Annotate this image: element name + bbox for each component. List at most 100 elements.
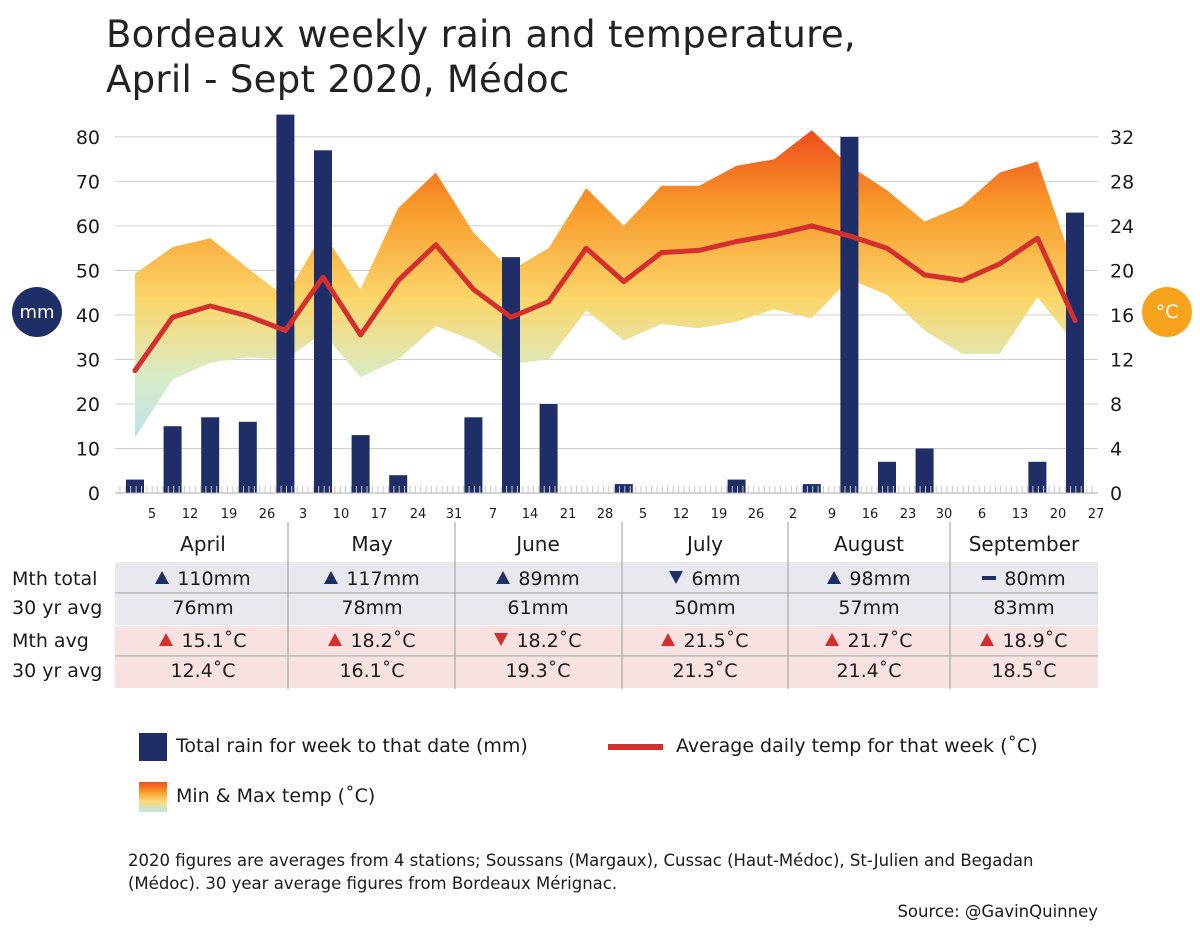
y-left-tick-label: 80 [76, 127, 100, 149]
cell-value: 6mm [691, 568, 741, 590]
down-triangle-icon [494, 633, 509, 646]
x-tick-label: 12 [673, 507, 690, 522]
cell-rain-30yr: 83mm [993, 597, 1055, 619]
month-header: August [834, 532, 904, 556]
cell-value: 15.1˚C [181, 630, 247, 652]
row-label-mth-total: Mth total [12, 568, 98, 590]
month-header: June [516, 532, 560, 556]
month-header: May [351, 532, 393, 556]
y-right-tick-label: 20 [1110, 260, 1134, 282]
legend-rain-swatch [139, 733, 167, 761]
dash-icon [982, 576, 997, 580]
title-line-2: April - Sept 2020, Médoc [106, 58, 570, 101]
cell-value: 18.2˚C [516, 630, 582, 652]
cell-temp-30yr: 16.1˚C [339, 660, 405, 682]
table-lines [115, 522, 1098, 689]
cell-value: 21.7˚C [847, 630, 913, 652]
month-header: April [180, 532, 226, 556]
y-right-tick-label: 24 [1110, 216, 1134, 238]
x-tick-label: 31 [446, 507, 463, 522]
y-left-tick-label: 60 [76, 216, 100, 238]
x-tick-label: 19 [221, 507, 238, 522]
rain-bars-layer [126, 114, 1084, 494]
cell-rain-30yr: 78mm [341, 597, 403, 619]
month-header: July [687, 532, 723, 556]
avg-temp-line [132, 223, 1078, 374]
x-tick-label: 27 [1088, 507, 1105, 522]
mm-axis-badge: mm [12, 287, 62, 337]
cell-mth-total: 110mm [123, 568, 283, 590]
row-label-temp-30yr: 30 yr avg [12, 660, 103, 682]
cell-value: 98mm [849, 568, 911, 590]
x-tick-label: 2 [789, 507, 797, 522]
up-triangle-icon [827, 571, 842, 584]
up-triangle-icon [661, 633, 676, 646]
legend-line-swatch [608, 744, 663, 750]
cell-mth-total: 80mm [944, 568, 1104, 590]
cell-value: 18.9˚C [1002, 630, 1068, 652]
cell-value: 21.5˚C [683, 630, 749, 652]
cell-value: 89mm [518, 568, 580, 590]
cell-temp-30yr: 19.3˚C [505, 660, 571, 682]
min-max-temp-band [135, 130, 1075, 438]
x-tick-label: 17 [371, 507, 388, 522]
y-right-tick-label: 4 [1110, 438, 1122, 460]
cell-mth-total: 6mm [625, 568, 785, 590]
rain-bar [502, 257, 520, 493]
up-triangle-icon [155, 571, 170, 584]
up-triangle-icon [825, 633, 840, 646]
title-line-1: Bordeaux weekly rain and temperature, [106, 13, 856, 56]
rain-bar [802, 484, 821, 493]
rain-bar [1066, 212, 1084, 493]
cell-temp-30yr: 12.4˚C [170, 660, 236, 682]
cell-mth-total: 117mm [292, 568, 452, 590]
y-right-tick-label: 32 [1110, 127, 1134, 149]
cell-rain-30yr: 57mm [838, 597, 900, 619]
x-tick-label: 3 [299, 507, 307, 522]
row-label-rain-30yr: 30 yr avg [12, 597, 103, 619]
cell-mth-avg: 21.7˚C [789, 630, 949, 652]
x-tick-label: 12 [182, 507, 199, 522]
rain-bar [163, 426, 182, 493]
cell-temp-30yr: 18.5˚C [991, 660, 1057, 682]
x-tick-label: 20 [1050, 507, 1067, 522]
cell-value: 110mm [177, 568, 251, 590]
avg-temp-line-layer [132, 223, 1078, 374]
legend-rain-label: Total rain for week to that date (mm) [176, 735, 528, 757]
rain-bar [878, 461, 896, 493]
rain-bar [539, 404, 558, 493]
y-right-tick-label: 8 [1110, 394, 1122, 416]
x-tick-label: 6 [978, 507, 986, 522]
x-tick-label: 19 [711, 507, 728, 522]
chart-title: Bordeaux weekly rain and temperature, Ap… [106, 12, 1006, 102]
x-tick-label: 28 [597, 507, 614, 522]
celsius-axis-badge: °C [1142, 287, 1192, 337]
cell-mth-total: 89mm [458, 568, 618, 590]
legend-shapes [139, 733, 663, 812]
up-triangle-icon [159, 633, 174, 646]
cell-rain-30yr: 76mm [172, 597, 234, 619]
cell-rain-30yr: 61mm [507, 597, 569, 619]
source-credit: Source: @GavinQuinney [897, 902, 1098, 921]
rain-bar [614, 484, 633, 493]
y-left-tick-label: 0 [88, 483, 100, 505]
cell-temp-30yr: 21.4˚C [836, 660, 902, 682]
down-triangle-icon [669, 571, 684, 584]
x-tick-label: 7 [489, 507, 497, 522]
footnote: 2020 figures are averages from 4 station… [128, 851, 1034, 893]
x-tick-label: 9 [828, 507, 836, 522]
y-left-tick-label: 20 [76, 394, 100, 416]
cell-value: 80mm [1004, 568, 1066, 590]
cell-value: 117mm [346, 568, 420, 590]
cell-temp-30yr: 21.3˚C [672, 660, 738, 682]
cell-mth-avg: 18.2˚C [292, 630, 452, 652]
rain-bar [1028, 461, 1047, 493]
cell-mth-total: 98mm [789, 568, 949, 590]
y-right-tick-label: 0 [1110, 483, 1122, 505]
legend-band-label: Min & Max temp (˚C) [176, 785, 376, 807]
y-left-tick-label: 70 [76, 171, 100, 193]
cell-mth-avg: 18.9˚C [944, 630, 1104, 652]
y-left-tick-label: 10 [76, 438, 100, 460]
y-right-tick-label: 28 [1110, 171, 1134, 193]
